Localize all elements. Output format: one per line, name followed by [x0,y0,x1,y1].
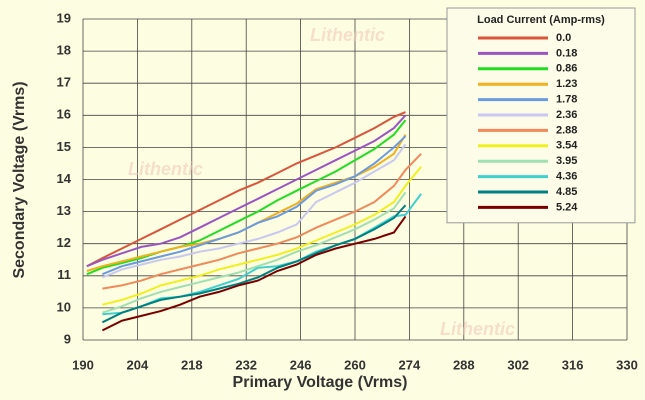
series-line [102,191,407,314]
series-line [102,143,407,279]
legend-label: 3.54 [556,140,578,152]
legend-label: 3.95 [556,155,577,167]
y-tick-label: 19 [57,10,71,25]
x-tick-label: 190 [72,357,94,372]
legend-label: 5.24 [556,201,578,213]
watermark: Lithentic [128,159,203,179]
y-tick-label: 17 [57,75,71,90]
legend-title: Load Current (Amp-rms) [477,14,605,26]
legend-label: 4.85 [556,186,577,198]
x-tick-label: 302 [507,357,529,372]
x-tick-label: 204 [127,357,149,372]
legend-label: 0.18 [556,47,577,59]
y-tick-label: 14 [57,171,72,186]
series-line [86,114,407,268]
legend-label: 2.36 [556,109,577,121]
series-line [101,204,407,324]
series-line [86,111,406,268]
y-tick-label: 18 [57,43,71,58]
x-tick-label: 260 [344,357,366,372]
series-line [102,135,407,276]
legend-label: 0.0 [556,32,571,44]
y-axis-title: Secondary Voltage (Vrms) [11,81,28,278]
y-tick-label: 15 [57,139,71,154]
legend-label: 0.86 [556,63,577,75]
watermark: Lithentic [310,25,385,45]
series-line [101,215,407,332]
x-tick-label: 246 [290,357,312,372]
series-line [102,153,422,290]
legend: Load Current (Amp-rms) 0.0 0.18 0.86 1.23 1.7… [446,7,636,224]
x-tick-label: 274 [399,357,421,372]
x-tick-label: 218 [181,357,203,372]
legend-label: 1.78 [556,94,577,106]
legend-label: 4.36 [556,171,577,183]
series-line [102,166,422,306]
watermark: Lithentic [440,319,515,339]
y-tick-label: 10 [57,299,71,314]
x-tick-label: 316 [562,357,584,372]
y-tick-label: 9 [64,331,71,346]
x-axis-title: Primary Voltage (Vrms) [233,374,408,391]
y-tick-label: 11 [57,267,71,282]
x-tick-label: 232 [235,357,257,372]
legend-label: 2.88 [556,124,577,136]
series-line [102,193,422,316]
grid [82,18,628,341]
x-tick-label: 330 [616,357,638,372]
y-tick-label: 12 [57,235,71,250]
x-tick-label: 288 [453,357,475,372]
legend-label: 1.23 [556,78,577,90]
y-tick-label: 13 [57,203,71,218]
y-tick-label: 16 [57,107,71,122]
series-line [86,119,407,276]
